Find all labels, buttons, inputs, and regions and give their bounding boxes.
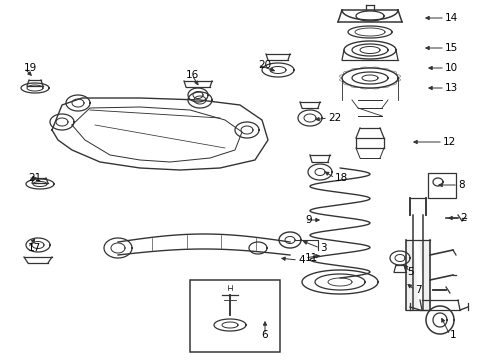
Text: 13: 13 <box>444 83 457 93</box>
Text: 5: 5 <box>406 267 412 277</box>
Text: 17: 17 <box>28 243 41 253</box>
Text: 2: 2 <box>459 213 466 223</box>
Polygon shape <box>405 240 429 310</box>
Text: 21: 21 <box>28 173 41 183</box>
Text: 16: 16 <box>185 70 198 80</box>
Text: 6: 6 <box>261 330 268 340</box>
Text: 19: 19 <box>24 63 37 73</box>
Text: 8: 8 <box>457 180 464 190</box>
Text: 22: 22 <box>327 113 341 123</box>
Text: 20: 20 <box>258 60 270 70</box>
Text: 12: 12 <box>442 137 455 147</box>
Text: 4: 4 <box>297 255 304 265</box>
Text: 18: 18 <box>334 173 347 183</box>
Text: 15: 15 <box>444 43 457 53</box>
Text: 10: 10 <box>444 63 457 73</box>
Text: 1: 1 <box>449 330 456 340</box>
Text: 14: 14 <box>444 13 457 23</box>
Bar <box>190 280 280 352</box>
Bar <box>427 173 455 198</box>
Polygon shape <box>118 234 289 255</box>
Text: 3: 3 <box>319 243 326 253</box>
Text: 11: 11 <box>305 253 318 263</box>
Text: 9: 9 <box>305 215 311 225</box>
Polygon shape <box>52 98 267 170</box>
Text: 7: 7 <box>414 285 421 295</box>
